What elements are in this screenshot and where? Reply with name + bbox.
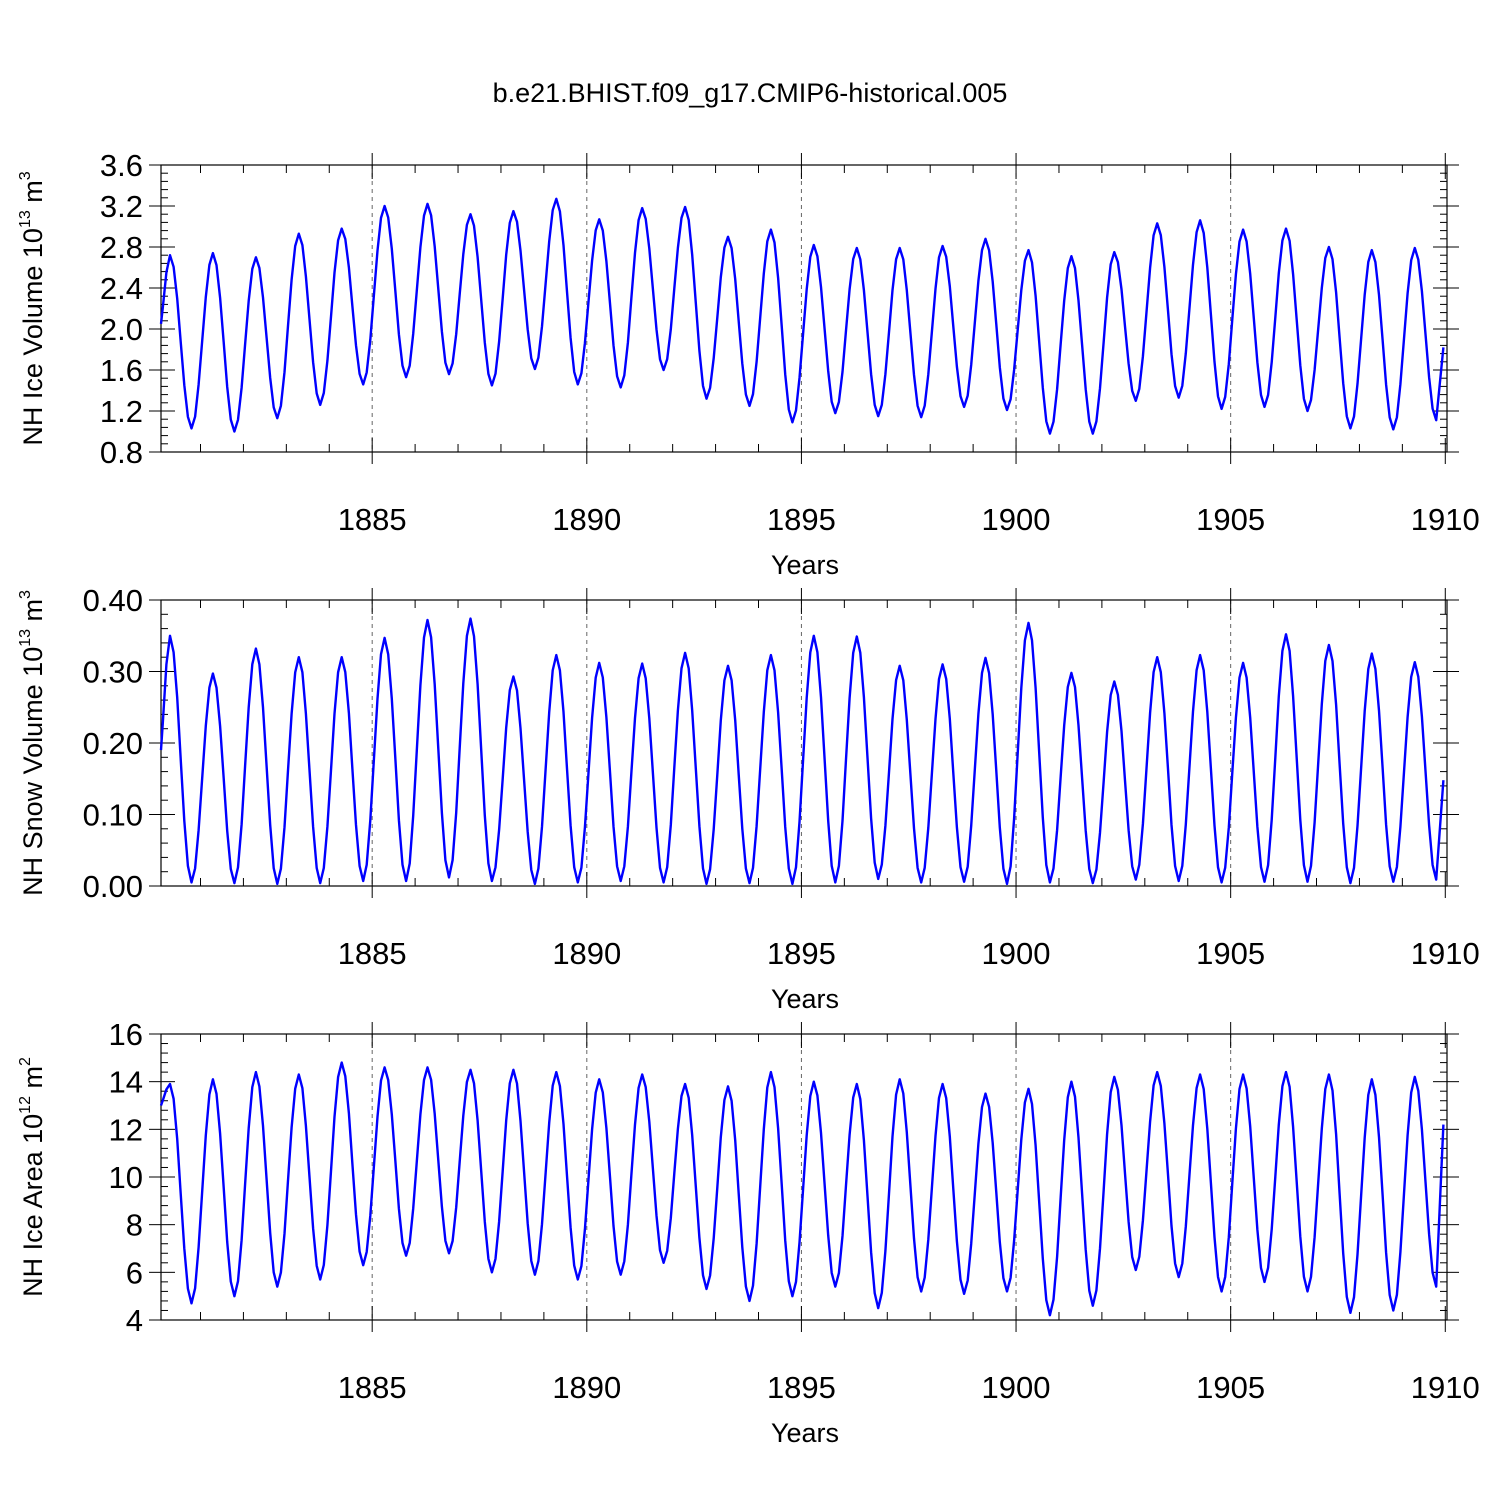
y-tick-label: 2.0 <box>100 312 143 347</box>
y-tick-label: 4 <box>126 1303 143 1338</box>
x-tick-label: 1900 <box>982 502 1051 537</box>
y-tick-label: 0.30 <box>83 655 143 690</box>
y-label-text: NH Snow Volume 10 <box>18 647 48 896</box>
y-tick-label: 12 <box>109 1112 143 1147</box>
figure-title: b.e21.BHIST.f09_g17.CMIP6-historical.005 <box>493 78 1008 108</box>
x-tick-label: 1895 <box>767 1370 836 1405</box>
y-tick-label: 0.40 <box>83 583 143 618</box>
x-tick-label: 1905 <box>1196 1370 1265 1405</box>
snow-volume-panel: 0.00 0.10 0.20 0.30 0.40 1885 1890 1895 1900 1905… <box>17 583 1480 1014</box>
ice-volume-panel: 0.8 1.2 1.6 2.0 2.4 2.8 3.2 3.6 1885 1890 1895 1900… <box>17 148 1480 580</box>
x-tick-label: 1895 <box>767 502 836 537</box>
x-tick-label: 1885 <box>338 502 407 537</box>
snow-volume-series-line <box>159 617 1445 886</box>
y-tick-label: 6 <box>126 1255 143 1290</box>
y-label-exponent: 12 <box>17 1096 34 1114</box>
x-tick-label: 1890 <box>552 1370 621 1405</box>
x-axis-label: Years <box>771 984 839 1014</box>
y-label-text: NH Ice Volume 10 <box>18 228 48 446</box>
x-axis-label: Years <box>771 550 839 580</box>
x-tick-label: 1910 <box>1411 502 1480 537</box>
y-tick-label: 3.2 <box>100 189 143 224</box>
y-axis-label: NH Ice Area 1012 m2 <box>17 1057 48 1297</box>
y-tick-label: 3.6 <box>100 148 143 183</box>
x-tick-label: 1900 <box>982 1370 1051 1405</box>
y-label-text: NH Ice Area 10 <box>18 1114 48 1297</box>
y-tick-label: 0.00 <box>83 869 143 904</box>
x-tick-label: 1905 <box>1196 936 1265 971</box>
y-tick-label: 10 <box>109 1160 143 1195</box>
ice-area-series-line <box>159 1061 1445 1317</box>
y-tick-label: 2.4 <box>100 271 143 306</box>
y-axis-label: NH Snow Volume 1013 m3 <box>17 590 48 896</box>
ice-volume-series-line <box>159 197 1445 435</box>
x-tick-label: 1910 <box>1411 936 1480 971</box>
y-axis-label: NH Ice Volume 1013 m3 <box>17 171 48 445</box>
x-axis-label: Years <box>771 1418 839 1448</box>
panels: 0.8 1.2 1.6 2.0 2.4 2.8 3.2 3.6 1885 1890 1895 1900… <box>17 148 1480 1448</box>
y-tick-label: 2.8 <box>100 230 143 265</box>
x-tick-label: 1885 <box>338 1370 407 1405</box>
y-label-unit-exponent: 2 <box>17 1057 34 1066</box>
x-tick-label: 1890 <box>552 502 621 537</box>
y-label-unit: m <box>18 599 48 629</box>
x-tick-label: 1885 <box>338 936 407 971</box>
y-label-unit: m <box>18 180 48 210</box>
y-label-exponent: 13 <box>17 210 34 228</box>
ice-area-panel: 4 6 8 10 12 14 16 1885 1890 1895 1900 1905 1910 Years… <box>17 1017 1480 1448</box>
y-tick-label: 1.6 <box>100 353 143 388</box>
x-tick-label: 1905 <box>1196 502 1265 537</box>
x-tick-label: 1895 <box>767 936 836 971</box>
y-tick-label: 14 <box>109 1065 143 1100</box>
y-tick-label: 1.2 <box>100 394 143 429</box>
x-tick-label: 1910 <box>1411 1370 1480 1405</box>
y-tick-label: 16 <box>109 1017 143 1052</box>
y-label-unit-exponent: 3 <box>17 171 34 180</box>
y-tick-label: 0.20 <box>83 726 143 761</box>
y-label-unit: m <box>18 1066 48 1096</box>
ice-area-frame <box>160 1033 1448 1321</box>
ice-volume-frame <box>160 164 1448 453</box>
y-label-unit-exponent: 3 <box>17 590 34 599</box>
x-tick-label: 1890 <box>552 936 621 971</box>
y-label-exponent: 13 <box>17 629 34 647</box>
y-tick-label: 0.10 <box>83 798 143 833</box>
y-tick-label: 8 <box>126 1208 143 1243</box>
x-tick-label: 1900 <box>982 936 1051 971</box>
y-tick-label: 0.8 <box>100 435 143 470</box>
